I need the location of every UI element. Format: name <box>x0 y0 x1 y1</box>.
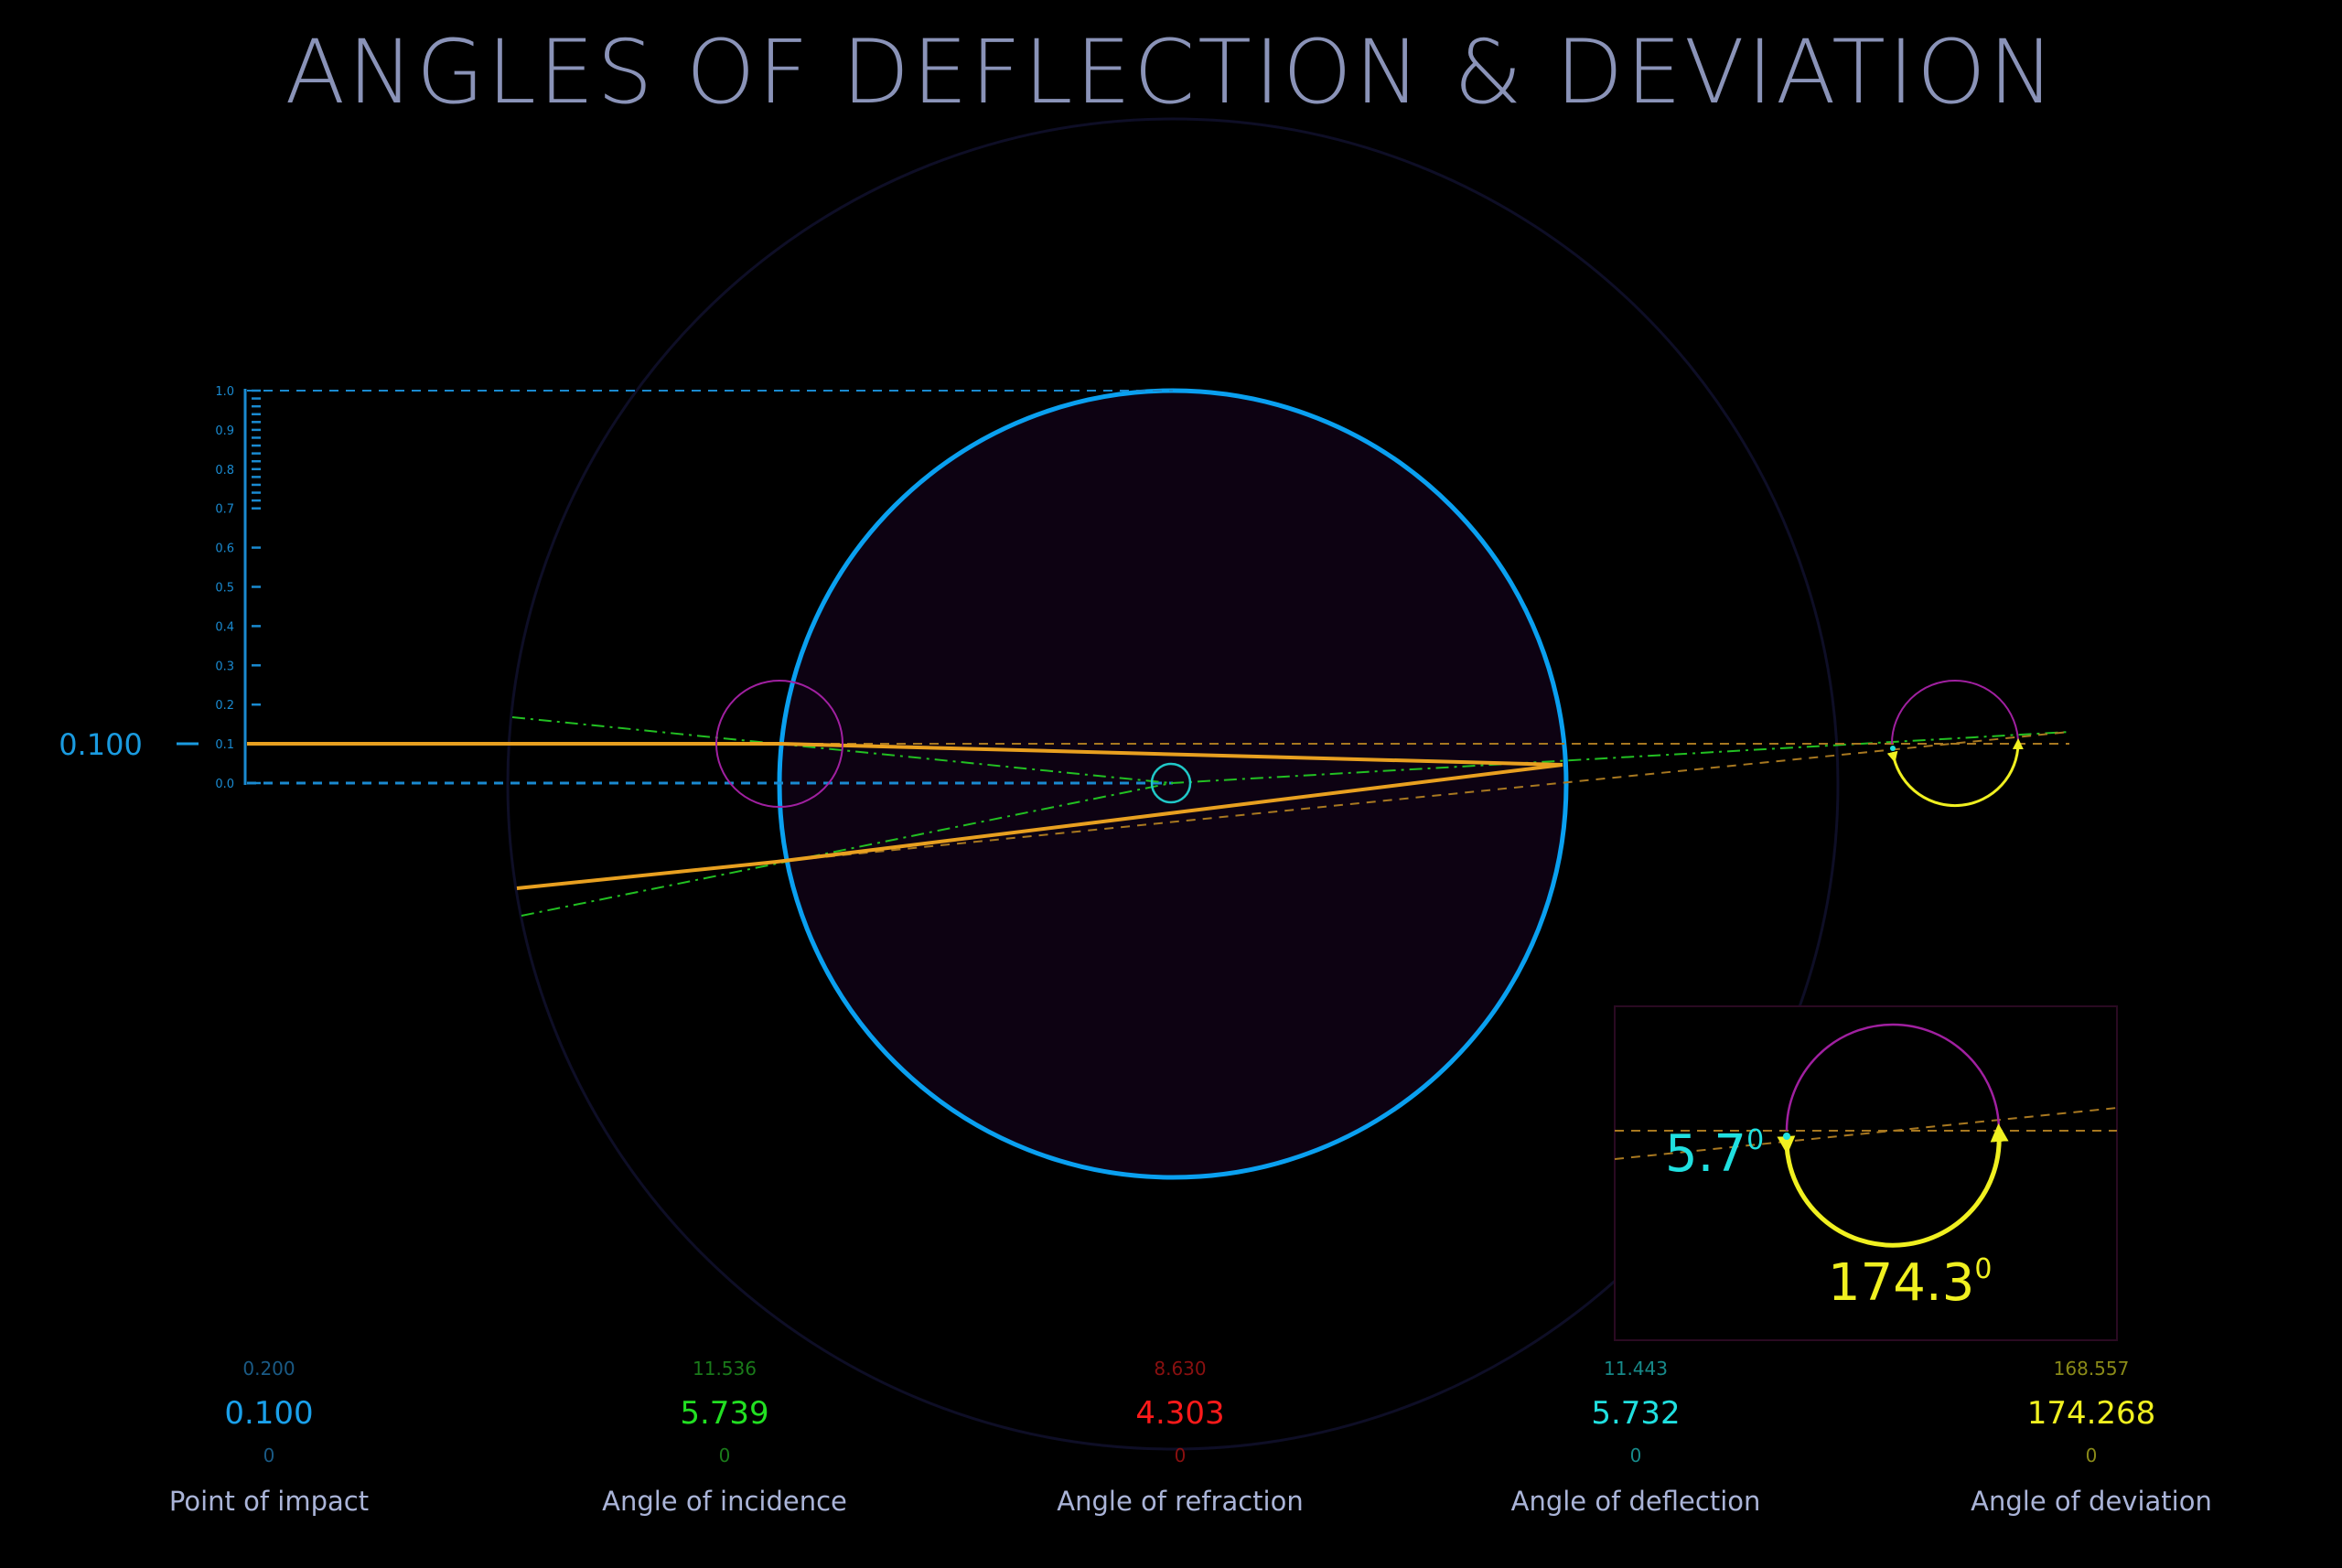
control-angle-of-refraction[interactable]: 8.630 4.303 0 Angle of refraction <box>1057 1358 1303 1517</box>
scale-tick-label: 0.1 <box>215 738 234 752</box>
control-min: 0 <box>1630 1444 1642 1466</box>
control-min: 0 <box>2086 1444 2098 1466</box>
ray-extensions <box>776 731 2070 863</box>
light-ray <box>247 742 1563 890</box>
scale-tick-label: 0.0 <box>215 778 234 791</box>
scale-tick-label: 1.0 <box>215 385 234 399</box>
scale-tick-label: 0.8 <box>215 464 234 478</box>
impact-value-label: 0.100 <box>59 727 143 762</box>
deflection-arc <box>1891 680 2019 745</box>
control-min: 0 <box>1175 1444 1187 1466</box>
control-max: 11.443 <box>1604 1358 1668 1380</box>
impact-scale[interactable]: 0.0 0.1 0.2 0.3 0.4 0.5 0.6 0.7 0.8 0.9 1.0 <box>215 385 261 791</box>
control-angle-of-incidence[interactable]: 11.536 5.739 0 Angle of incidence <box>602 1358 847 1517</box>
control-angle-of-deflection[interactable]: 11.443 5.732 0 Angle of deflection <box>1511 1358 1761 1517</box>
outer-circle <box>506 117 1840 1451</box>
scale-tick-label: 0.7 <box>215 503 234 517</box>
scale-tick-label: 0.6 <box>215 542 234 556</box>
deflection-point <box>1890 746 1896 751</box>
control-max: 168.557 <box>2054 1358 2130 1380</box>
control-value[interactable]: 5.732 <box>1591 1395 1680 1432</box>
inset-deflection-arc <box>1785 1023 2001 1132</box>
inset-deflection-point <box>1783 1133 1790 1140</box>
control-min: 0 <box>719 1444 731 1466</box>
control-label: Angle of deflection <box>1511 1486 1761 1517</box>
page-title: ANGLES OF DEFLECTION & DEVIATION <box>285 21 2057 124</box>
scale-tick-label: 0.9 <box>215 424 234 438</box>
control-label: Angle of refraction <box>1057 1486 1303 1517</box>
scale-tick-label: 0.5 <box>215 582 234 596</box>
control-angle-of-deviation[interactable]: 168.557 174.268 0 Angle of deviation <box>1971 1358 2212 1517</box>
deviation-arc <box>1886 738 2024 808</box>
control-max: 11.536 <box>693 1358 757 1380</box>
control-value[interactable]: 0.100 <box>224 1395 313 1432</box>
control-value[interactable]: 174.268 <box>2027 1395 2156 1432</box>
inset-frame <box>1614 1005 2118 1341</box>
exit-normal <box>521 782 1172 917</box>
control-label: Angle of deviation <box>1971 1486 2212 1517</box>
control-point-of-impact[interactable]: 0.200 0.100 0 Point of impact <box>169 1358 369 1517</box>
exit-extension <box>776 731 2070 863</box>
inset-deflection-label: 5.70 <box>1665 1124 1764 1184</box>
control-value[interactable]: 5.739 <box>680 1395 768 1432</box>
scale-tick-label: 0.4 <box>215 620 234 634</box>
drop-center-marker <box>1150 762 1192 804</box>
control-label: Point of impact <box>169 1486 369 1517</box>
control-value[interactable]: 4.303 <box>1135 1395 1224 1432</box>
inset-deviation-arc <box>1777 1123 2009 1248</box>
entry-angle-circle <box>715 680 843 808</box>
scale-tick-label: 0.2 <box>215 699 234 713</box>
scale-tick-label: 0.3 <box>215 660 234 673</box>
control-min: 0 <box>263 1444 275 1466</box>
inset-zoom-panel: 5.70 174.30 <box>1614 1005 2118 1341</box>
inset-deviation-label: 174.30 <box>1828 1253 1992 1313</box>
control-label: Angle of incidence <box>602 1486 847 1517</box>
control-max: 0.200 <box>242 1358 295 1380</box>
controls-row: 0.200 0.100 0 Point of impact 11.536 5.739 0 An… <box>169 1358 2212 1517</box>
control-max: 8.630 <box>1154 1358 1206 1380</box>
